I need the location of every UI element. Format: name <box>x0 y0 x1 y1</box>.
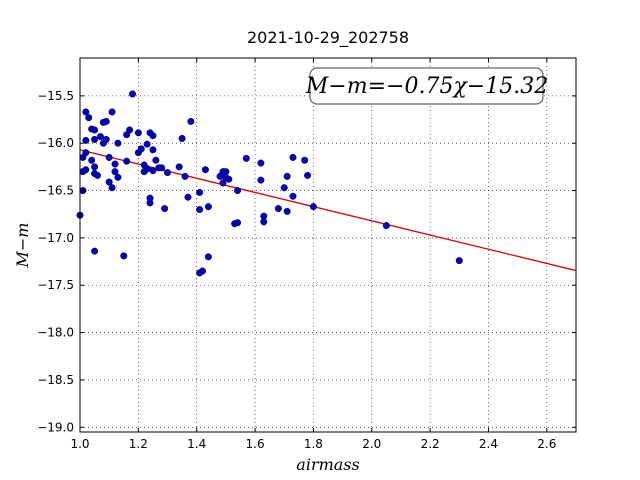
x-tick-label: 1.0 <box>70 437 89 451</box>
data-point <box>204 203 212 211</box>
x-tick-label: 1.4 <box>187 437 206 451</box>
data-point <box>152 156 160 164</box>
data-point <box>85 114 93 122</box>
data-point <box>149 146 157 154</box>
x-tick-label: 2.0 <box>362 437 381 451</box>
data-point <box>234 187 242 195</box>
plot-area <box>80 58 576 432</box>
data-point <box>304 171 312 179</box>
data-point <box>164 169 172 177</box>
data-point <box>187 117 195 125</box>
x-tick-label: 2.6 <box>537 437 556 451</box>
data-point <box>88 156 96 164</box>
data-point <box>82 166 90 174</box>
data-point <box>91 126 99 134</box>
data-point <box>143 165 151 173</box>
data-point <box>134 129 142 137</box>
data-point <box>120 252 128 260</box>
y-tick-label: −17.5 <box>37 278 74 292</box>
data-point <box>108 184 116 192</box>
y-tick-label: −16.0 <box>37 136 74 150</box>
data-point <box>111 168 119 176</box>
x-axis-title: airmass <box>296 455 359 474</box>
axis-ticks: 1.0 1.2 1.4 1.6 1.8 2.0 2.2 2.4 2.6 −15.5 −16.0 −16… <box>37 58 576 451</box>
data-point <box>196 188 204 196</box>
data-point <box>257 159 265 167</box>
x-tick-label: 2.4 <box>479 437 498 451</box>
annotation-text: M−m=−0.75χ−15.32 <box>305 74 548 99</box>
data-point <box>289 192 297 200</box>
data-point <box>108 108 116 116</box>
data-point <box>225 175 233 183</box>
data-point <box>82 136 90 144</box>
data-point <box>222 168 230 176</box>
data-point <box>114 173 122 181</box>
data-point <box>242 154 250 162</box>
data-point <box>111 160 119 168</box>
data-point <box>184 193 192 201</box>
y-tick-label: −16.5 <box>37 184 74 198</box>
data-point <box>280 184 288 192</box>
data-point <box>175 163 183 171</box>
chart-title: 2021-10-29_202758 <box>247 28 409 48</box>
data-point <box>455 257 463 265</box>
data-point <box>309 203 317 211</box>
data-point <box>137 145 145 153</box>
data-point <box>129 90 137 98</box>
y-tick-label: −18.5 <box>37 373 74 387</box>
x-tick-label: 1.8 <box>304 437 323 451</box>
y-tick-label: −18.0 <box>37 326 74 340</box>
data-point <box>94 171 102 179</box>
data-point <box>201 166 209 174</box>
data-point <box>102 135 110 143</box>
x-tick-label: 2.2 <box>421 437 440 451</box>
data-point <box>289 153 297 161</box>
data-point <box>260 218 268 226</box>
data-point <box>146 194 154 202</box>
data-point <box>91 247 99 255</box>
x-tick-label: 1.6 <box>246 437 265 451</box>
data-points <box>76 90 463 277</box>
data-point <box>204 253 212 261</box>
data-point <box>149 167 157 175</box>
data-point <box>283 207 291 215</box>
fit-annotation: M−m=−0.75χ−15.32 <box>305 67 548 105</box>
y-tick-label: −19.0 <box>37 420 74 434</box>
plot-frame <box>79 57 577 433</box>
data-point <box>301 156 309 164</box>
data-point <box>96 133 104 141</box>
y-tick-label: −15.5 <box>37 89 74 103</box>
data-point <box>149 132 157 140</box>
data-point <box>283 172 291 180</box>
data-point <box>91 163 99 171</box>
data-point <box>196 205 204 213</box>
data-point <box>102 117 110 125</box>
data-point <box>105 178 113 186</box>
data-point <box>178 134 186 142</box>
data-point <box>91 135 99 143</box>
data-point <box>114 139 122 147</box>
y-tick-label: −17.0 <box>37 231 74 245</box>
data-point <box>82 149 90 157</box>
annotation-box <box>309 67 544 105</box>
data-point <box>161 205 169 213</box>
data-point <box>274 205 282 213</box>
data-point <box>181 172 189 180</box>
data-point <box>257 176 265 184</box>
data-point <box>143 140 151 148</box>
data-point <box>199 267 207 275</box>
data-point <box>123 157 131 165</box>
data-point <box>105 153 113 161</box>
data-point <box>82 108 90 116</box>
data-point <box>219 179 227 187</box>
data-point <box>382 222 390 230</box>
data-point <box>158 164 166 172</box>
data-point <box>234 219 242 227</box>
y-axis-title: M−m <box>13 223 32 269</box>
data-point <box>126 126 134 134</box>
x-tick-label: 1.2 <box>129 437 148 451</box>
